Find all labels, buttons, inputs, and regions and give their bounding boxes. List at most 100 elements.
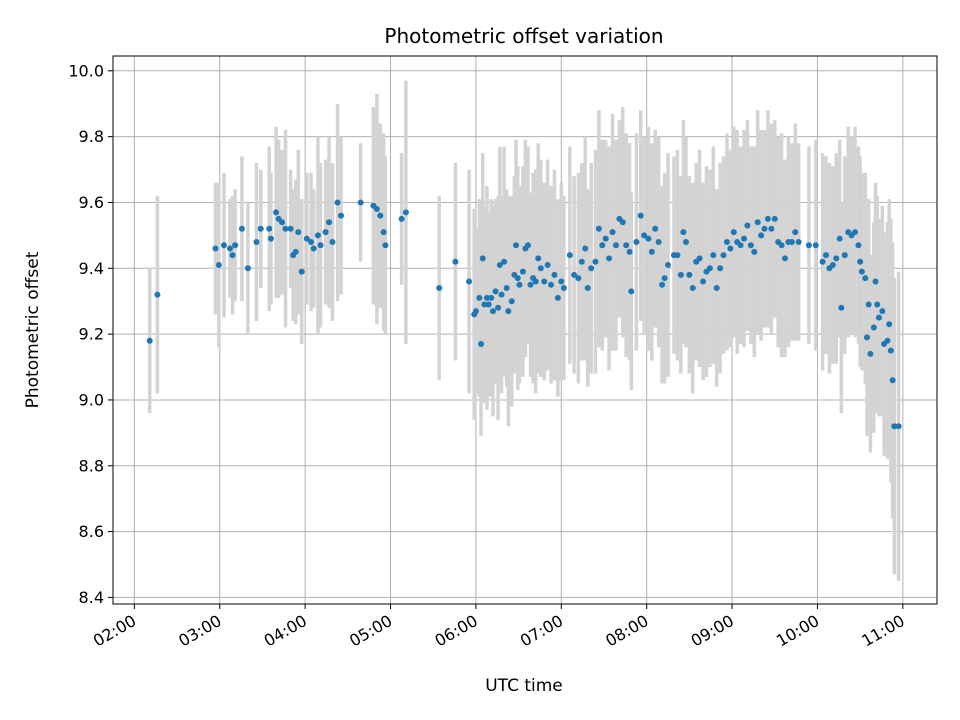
data-point: [513, 242, 520, 249]
data-point: [829, 261, 836, 268]
data-point: [229, 252, 236, 259]
data-point: [889, 377, 896, 384]
data-point: [402, 209, 409, 216]
data-point: [495, 304, 502, 311]
data-point: [680, 229, 687, 236]
data-point: [508, 298, 515, 305]
data-point: [858, 268, 865, 275]
y-tick-label: 8.8: [79, 456, 104, 475]
data-point: [582, 245, 589, 252]
y-tick-label: 9.4: [79, 259, 104, 278]
data-point: [592, 258, 599, 265]
data-point: [571, 271, 578, 278]
data-point: [648, 248, 655, 255]
data-point: [478, 340, 485, 347]
data-point: [382, 242, 389, 249]
data-point: [326, 219, 333, 226]
data-point: [606, 255, 613, 262]
data-point: [308, 238, 315, 245]
data-point: [466, 278, 473, 285]
x-axis-title: UTC time: [485, 676, 563, 696]
data-point: [855, 242, 862, 249]
data-point: [833, 255, 840, 262]
data-point: [267, 235, 274, 242]
data-point: [764, 215, 771, 222]
data-point: [226, 245, 233, 252]
data-point: [238, 225, 245, 232]
data-point: [558, 278, 565, 285]
data-point: [295, 229, 302, 236]
data-point: [373, 206, 380, 213]
y-tick-label: 9.6: [79, 193, 104, 212]
data-point: [720, 252, 727, 259]
data-point: [481, 301, 488, 308]
y-tick-label: 10.0: [68, 61, 104, 80]
data-point: [266, 225, 273, 232]
data-point: [696, 255, 703, 262]
data-point: [560, 285, 567, 292]
data-point: [887, 347, 894, 354]
data-point: [599, 242, 606, 249]
data-point: [865, 301, 872, 308]
data-point: [689, 285, 696, 292]
data-point: [519, 268, 526, 275]
data-point: [674, 252, 681, 259]
data-point: [532, 278, 539, 285]
data-point: [541, 278, 548, 285]
data-point: [713, 285, 720, 292]
data-point: [619, 219, 626, 226]
data-point: [337, 212, 344, 219]
data-point: [514, 275, 521, 282]
data-point: [602, 235, 609, 242]
plot-frame: [112, 55, 938, 605]
data-point: [744, 222, 751, 229]
data-point: [665, 261, 672, 268]
data-point: [841, 252, 848, 259]
data-point: [612, 242, 619, 249]
data-point: [492, 288, 499, 295]
y-tick-label: 9.8: [79, 127, 104, 146]
data-point: [623, 242, 630, 249]
data-point: [322, 229, 329, 236]
data-point: [575, 275, 582, 282]
data-point: [633, 238, 640, 245]
data-point: [452, 258, 459, 265]
data-point: [862, 275, 869, 282]
data-point: [686, 271, 693, 278]
data-point: [503, 285, 510, 292]
data-point: [588, 265, 595, 272]
data-point: [751, 248, 758, 255]
data-point: [154, 291, 161, 298]
data-point: [727, 245, 734, 252]
data-points: [146, 199, 902, 430]
data-point: [537, 265, 544, 272]
data-point: [221, 242, 228, 249]
data-point: [645, 235, 652, 242]
data-point: [377, 212, 384, 219]
data-point: [479, 255, 486, 262]
data-point: [870, 324, 877, 331]
data-point: [852, 229, 859, 236]
data-point: [380, 229, 387, 236]
data-point: [792, 229, 799, 236]
data-point: [754, 219, 761, 226]
data-point: [310, 245, 317, 252]
data-point: [836, 235, 843, 242]
data-point: [472, 308, 479, 315]
data-point: [273, 209, 280, 216]
data-point: [279, 219, 286, 226]
data-point: [659, 281, 666, 288]
data-point: [886, 321, 893, 328]
data-point: [737, 242, 744, 249]
data-point: [655, 238, 662, 245]
data-point: [314, 232, 321, 239]
data-point: [527, 281, 534, 288]
data-point: [872, 278, 879, 285]
data-point: [244, 265, 251, 272]
data-point: [584, 285, 591, 292]
data-point: [476, 294, 483, 301]
data-point: [795, 238, 802, 245]
data-point: [863, 334, 870, 341]
data-point: [652, 225, 659, 232]
data-point: [303, 235, 310, 242]
